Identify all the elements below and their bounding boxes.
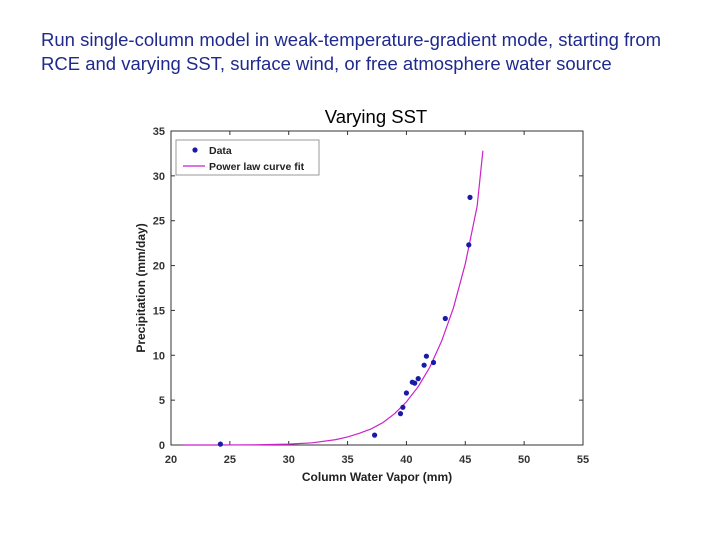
y-tick-label: 15: [153, 305, 165, 317]
y-tick-label: 0: [159, 440, 165, 452]
x-tick-label: 50: [518, 454, 530, 466]
data-point: [466, 242, 472, 248]
legend-marker-data: [192, 147, 198, 153]
legend-label-data: Data: [209, 145, 232, 157]
x-tick-label: 30: [283, 454, 295, 466]
data-point: [442, 315, 448, 322]
data-point: [415, 376, 421, 382]
data-point: [400, 404, 406, 410]
x-tick-label: 20: [165, 454, 177, 466]
data-point: [423, 353, 429, 359]
y-tick-label: 25: [153, 216, 165, 228]
x-tick-label: 40: [400, 454, 412, 466]
data-points-group: [217, 194, 473, 447]
x-tick-label: 45: [459, 454, 471, 466]
x-tick-label: 55: [577, 454, 589, 466]
fit-curve-group: [182, 150, 484, 446]
data-point: [412, 380, 418, 386]
power-law-fit-curve: [182, 150, 484, 446]
y-tick-label: 30: [153, 171, 165, 183]
legend-box: [175, 139, 320, 176]
y-tick-label: 5: [159, 395, 165, 407]
x-tick-label: 25: [224, 454, 236, 466]
x-tick-label: 35: [341, 454, 353, 466]
y-tick-label: 35: [153, 126, 165, 138]
legend: Data Power law curve fit: [175, 139, 320, 176]
x-axis-label: Column Water Vapor (mm): [302, 470, 452, 484]
chart-title: Varying SST: [324, 106, 428, 127]
data-point: [217, 441, 223, 447]
data-point: [372, 432, 378, 438]
data-point: [430, 359, 437, 366]
y-tick-label: 20: [153, 261, 165, 273]
y-axis-ticks: 0 5 10 15 20 25 30 35: [153, 126, 583, 452]
y-axis-label: Precipitation (mm/day): [134, 223, 148, 352]
slide-description: Run single-column model in weak-temperat…: [41, 29, 662, 74]
data-point: [467, 194, 473, 200]
plot-area: [170, 130, 584, 446]
legend-label-fit: Power law curve fit: [209, 161, 305, 173]
y-tick-label: 10: [153, 350, 165, 362]
data-point: [403, 390, 409, 396]
data-point: [397, 411, 404, 417]
data-point: [421, 362, 427, 368]
